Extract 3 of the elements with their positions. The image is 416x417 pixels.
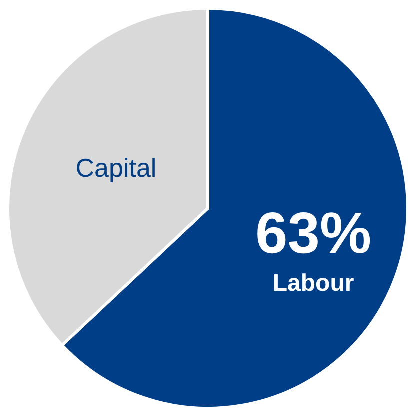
data-label: 63% — [255, 201, 372, 266]
slice-label: Labour — [272, 270, 354, 298]
slice-label: Capital — [76, 152, 157, 183]
